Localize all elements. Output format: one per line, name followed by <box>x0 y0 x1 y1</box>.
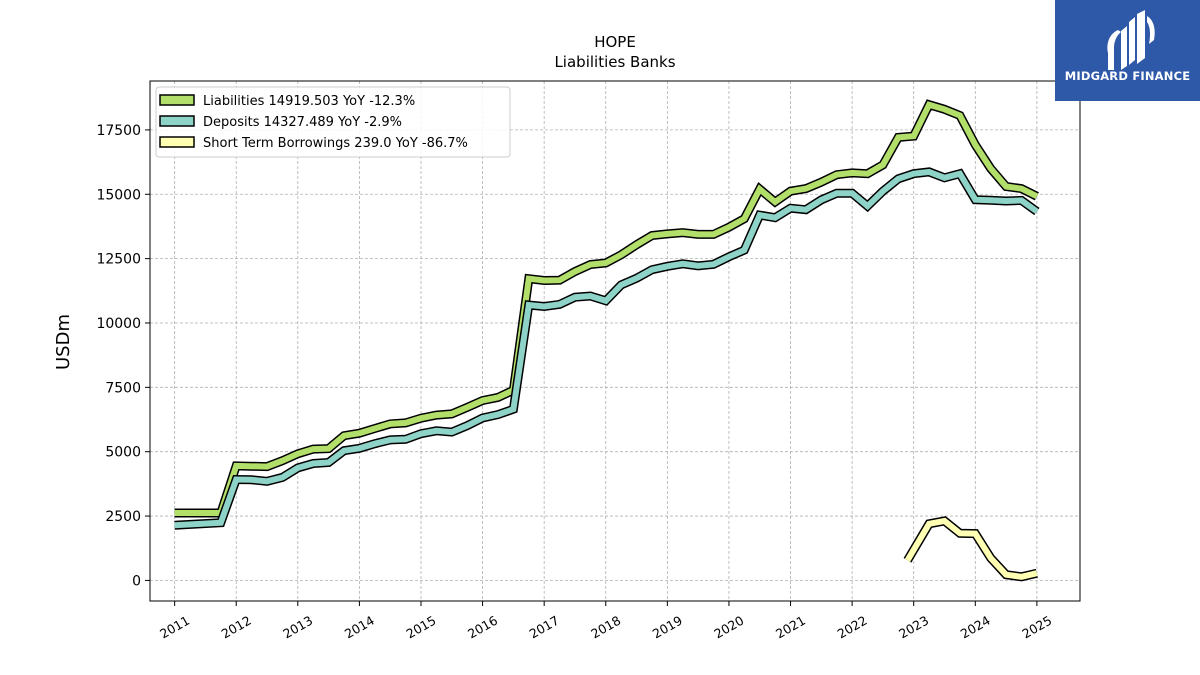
y-tick-label: 17500 <box>96 123 141 139</box>
x-tick-label: 2021 <box>773 613 808 642</box>
axis-ticks: 2011 2012 2013 2014 2015 2016 2017 2018 2019 2020… <box>96 123 1054 642</box>
chart-title: HOPE <box>594 33 636 51</box>
short-term-borrowings-line <box>904 517 1038 580</box>
x-tick-label: 2017 <box>527 613 562 642</box>
legend: Liabilities 14919.503 YoY -12.3% Deposits… <box>155 86 511 158</box>
x-tick-label: 2025 <box>1019 613 1054 642</box>
x-tick-label: 2020 <box>711 613 746 642</box>
x-tick-label: 2019 <box>650 613 685 642</box>
liabilities-line <box>174 101 1039 516</box>
legend-label-deposits: Deposits 14327.489 YoY -2.9% <box>203 115 402 130</box>
x-tick-label: 2024 <box>958 613 993 642</box>
y-tick-label: 12500 <box>96 252 141 268</box>
legend-box <box>155 86 511 158</box>
series-lines <box>174 99 1040 582</box>
x-tick-label: 2023 <box>896 613 931 642</box>
y-axis-label: USDm <box>53 314 74 370</box>
brand-name: MIDGARD FINANCE <box>1064 69 1191 83</box>
legend-swatch-short-term-borrowings <box>159 136 195 148</box>
grid <box>150 81 1080 601</box>
legend-swatch-deposits <box>159 115 195 127</box>
y-tick-label: 5000 <box>105 445 141 461</box>
x-tick-label: 2011 <box>157 613 192 642</box>
legend-label-liabilities: Liabilities 14919.503 YoY -12.3% <box>203 94 415 109</box>
y-tick-label: 15000 <box>96 187 141 203</box>
x-tick-label: 2012 <box>219 613 254 642</box>
legend-label-short-term-borrowings: Short Term Borrowings 239.0 YoY -86.7% <box>203 136 468 151</box>
legend-swatch-liabilities <box>159 94 195 106</box>
y-tick-label: 7500 <box>105 380 141 396</box>
y-tick-label: 10000 <box>96 316 141 332</box>
plot-frame <box>149 80 1081 602</box>
brand-logo: MIDGARD FINANCE <box>1055 0 1200 101</box>
brand-logo-icon <box>1107 10 1155 70</box>
y-tick-label: 2500 <box>105 509 141 525</box>
x-tick-label: 2014 <box>342 613 377 642</box>
y-tick-label: 0 <box>132 573 141 589</box>
x-tick-label: 2022 <box>835 613 870 642</box>
x-tick-label: 2013 <box>280 613 315 642</box>
x-tick-label: 2018 <box>588 613 623 642</box>
deposits-line <box>174 168 1039 529</box>
x-tick-label: 2016 <box>465 613 500 642</box>
x-tick-label: 2015 <box>403 613 438 642</box>
chart-subtitle: Liabilities Banks <box>554 53 675 71</box>
